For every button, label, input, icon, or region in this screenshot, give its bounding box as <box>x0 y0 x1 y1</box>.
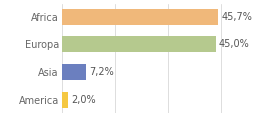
Text: 45,7%: 45,7% <box>221 12 252 22</box>
Text: 45,0%: 45,0% <box>219 39 249 49</box>
Bar <box>62 9 218 25</box>
Bar <box>62 64 86 80</box>
Bar <box>62 36 216 52</box>
Bar <box>62 92 69 108</box>
Text: 2,0%: 2,0% <box>71 95 96 105</box>
Text: 7,2%: 7,2% <box>89 67 114 77</box>
